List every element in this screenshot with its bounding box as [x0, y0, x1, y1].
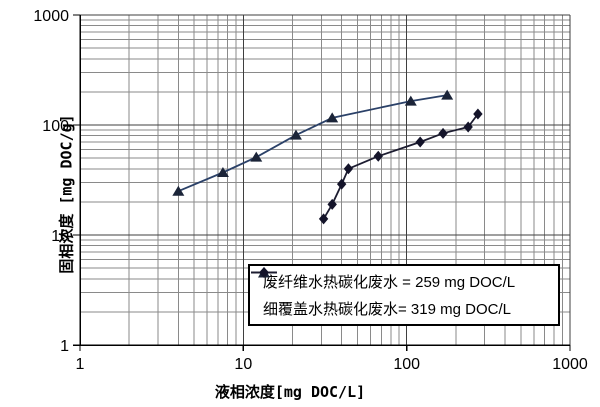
x-tick-label: 1000 — [552, 356, 588, 373]
data-point-marker — [463, 121, 473, 133]
data-point-marker — [326, 112, 339, 123]
y-tick-label: 1000 — [33, 8, 69, 25]
legend-label: 细覆盖水热碳化废水= 319 mg DOC/L — [263, 300, 511, 318]
x-tick-label: 10 — [234, 356, 252, 373]
data-point-marker — [441, 89, 454, 100]
data-point-marker — [473, 108, 483, 120]
data-point-marker — [216, 166, 229, 177]
data-point-marker — [327, 198, 337, 210]
x-tick-label: 1 — [76, 356, 85, 373]
data-point-marker — [404, 95, 417, 106]
y-tick-label: 100 — [42, 118, 69, 135]
legend-item-fine-cover-waste: 细覆盖水热碳化废水= 319 mg DOC/L — [251, 267, 558, 319]
data-point-marker — [250, 151, 263, 162]
data-point-marker — [336, 178, 347, 190]
data-point-marker — [172, 185, 185, 196]
legend-item-fiber-waste: 废纤维水热碳化废水 = 259 mg DOC/L — [251, 267, 558, 292]
legend: 废纤维水热碳化废水 = 259 mg DOC/L 细覆盖水热碳化废水= 319 … — [248, 264, 560, 326]
y-axis-title: 固相浓度 [mg DOC/g] — [57, 114, 76, 274]
y-tick-label: 1 — [60, 338, 69, 355]
y-tick-label: 10 — [51, 228, 69, 245]
data-point-marker — [289, 129, 302, 140]
data-point-marker — [343, 163, 354, 175]
data-point-marker — [373, 150, 383, 162]
legend-label: 废纤维水热碳化废水 = 259 mg DOC/L — [263, 274, 516, 292]
x-tick-label: 100 — [393, 356, 420, 373]
x-axis-title: 液相浓度[mg DOC/L] — [214, 383, 366, 401]
data-point-marker — [438, 127, 448, 139]
data-point-marker — [415, 136, 425, 148]
data-point-marker — [318, 213, 329, 225]
